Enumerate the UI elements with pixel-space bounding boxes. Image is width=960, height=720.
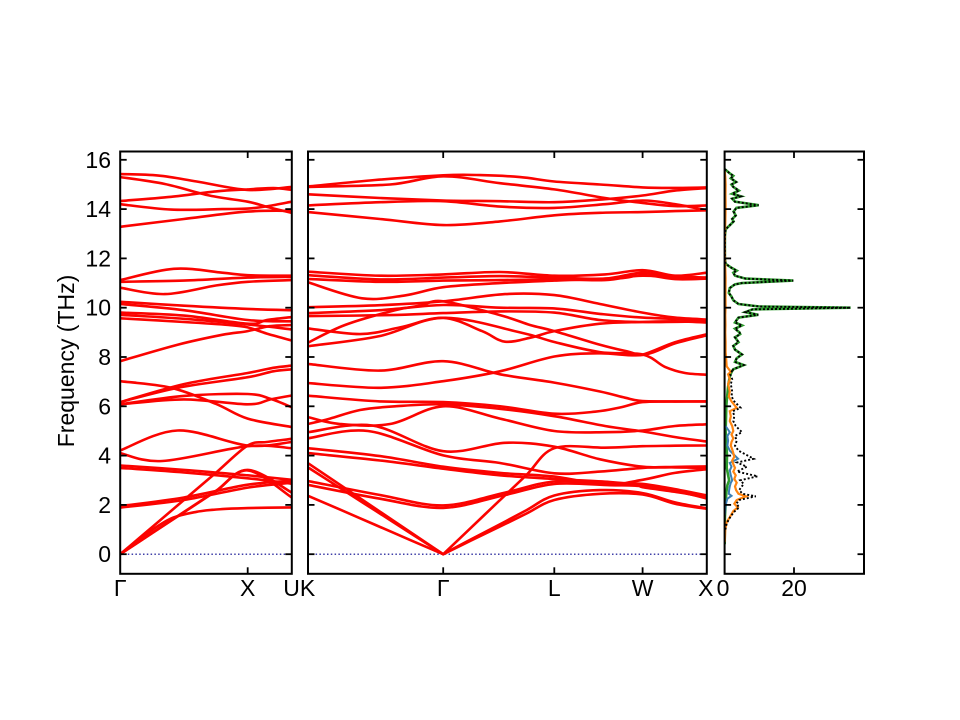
svg-text:0: 0 <box>717 575 730 601</box>
svg-text:4: 4 <box>98 443 111 469</box>
svg-text:0: 0 <box>98 541 111 567</box>
svg-text:2: 2 <box>98 492 111 518</box>
svg-text:Γ: Γ <box>114 575 127 601</box>
svg-text:U: U <box>283 575 300 601</box>
svg-text:K: K <box>300 575 316 601</box>
svg-text:X: X <box>240 575 255 601</box>
svg-text:14: 14 <box>85 196 111 222</box>
svg-text:Γ: Γ <box>437 575 450 601</box>
svg-text:20: 20 <box>781 575 807 601</box>
svg-text:16: 16 <box>85 147 111 173</box>
svg-text:X: X <box>698 575 713 601</box>
svg-text:12: 12 <box>85 245 111 271</box>
svg-text:L: L <box>548 575 561 601</box>
svg-text:10: 10 <box>85 295 111 321</box>
svg-text:8: 8 <box>98 344 111 370</box>
svg-text:6: 6 <box>98 393 111 419</box>
svg-text:W: W <box>632 575 654 601</box>
svg-text:Frequency (THz): Frequency (THz) <box>53 275 79 448</box>
